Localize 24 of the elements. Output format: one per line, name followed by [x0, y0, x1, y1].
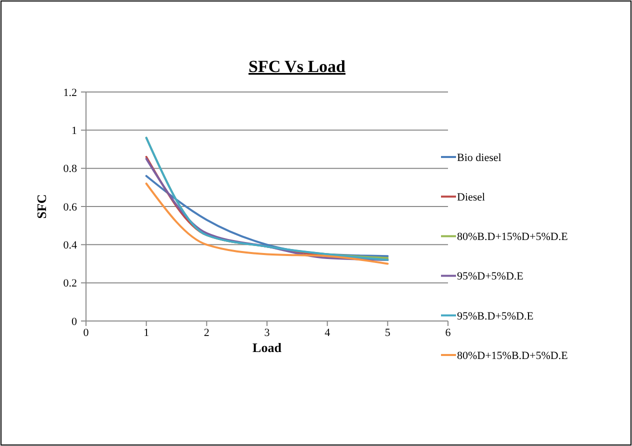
legend-label: 95%B.D+5%D.E [457, 310, 534, 322]
legend-label: 80%D+15%B.D+5%D.E [457, 350, 568, 362]
x-tick-label: 2 [204, 327, 210, 339]
legend-label: 95%D+5%D.E [457, 270, 524, 283]
x-tick-label: 4 [324, 327, 331, 339]
x-tick-label: 0 [83, 327, 90, 339]
y-tick-label: 0.6 [63, 201, 78, 214]
x-axis-title: Load [252, 340, 282, 355]
line-series [145, 182, 389, 265]
y-tick-label: 0.2 [63, 278, 77, 290]
chart-title: SFC Vs Load [248, 57, 346, 76]
y-tick-label: 1.2 [63, 86, 77, 99]
x-tick-label: 5 [384, 327, 391, 339]
legend-label: Diesel [457, 191, 486, 204]
x-tick-label: 1 [144, 327, 150, 339]
y-tick-label: 0.8 [63, 163, 78, 176]
y-tick-label: 1 [72, 125, 77, 138]
x-tick-label: 3 [264, 327, 270, 339]
x-tick-label: 6 [445, 327, 452, 339]
y-tick-label: 0 [72, 316, 78, 328]
legend-label: Bio diesel [457, 152, 502, 164]
y-tick-label: 0.4 [63, 240, 78, 252]
y-axis-title: SFC [34, 194, 49, 219]
legend-label: 80%B.D+15%D+5%D.E [457, 231, 568, 244]
